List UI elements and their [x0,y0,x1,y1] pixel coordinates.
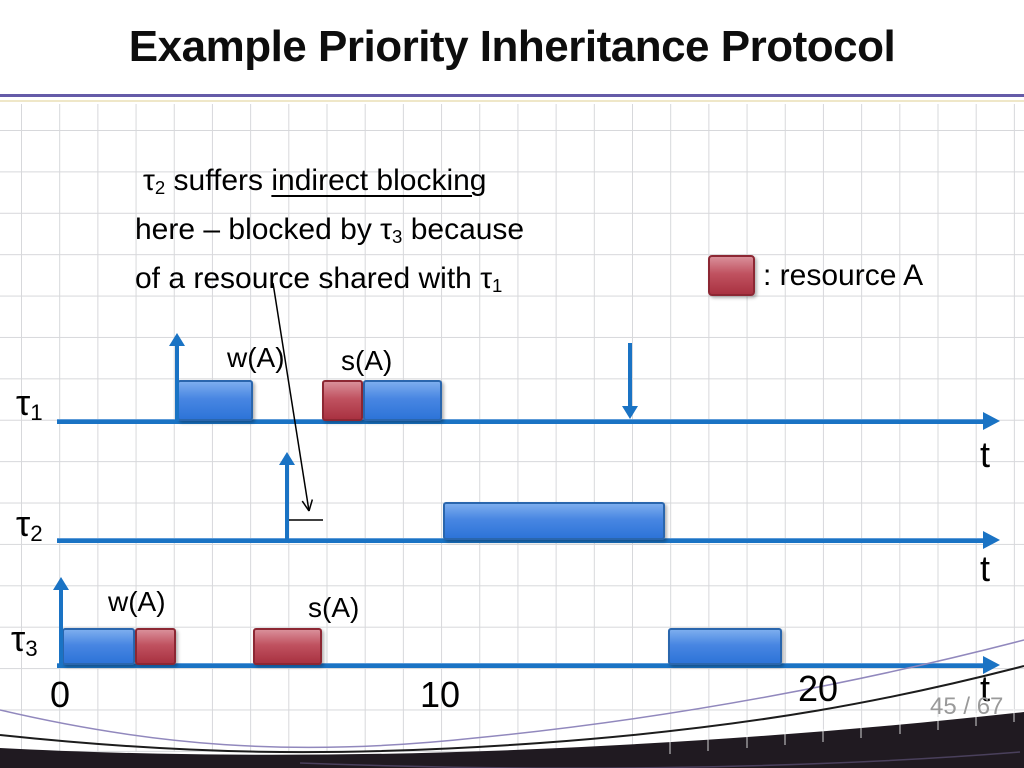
time-tick-label: 20 [798,668,839,709]
execution-box [177,380,253,421]
time-tick-label: 0 [50,674,71,715]
resource-op-label: s(A) [308,592,360,623]
slide-title: Example Priority Inheritance Protocol [128,22,896,71]
resource-op-label: s(A) [341,345,393,376]
axis-arrowhead-icon [983,412,1000,430]
timeline-axis [57,663,983,668]
task-label: τ2 [16,503,43,546]
resource-box [253,628,322,665]
resource-op-label: w(A) [227,342,285,373]
annotation-line-1: τ2 suffers indirect blocking [143,164,487,199]
execution-box [443,502,665,540]
axis-label-t: t [980,434,991,475]
indirect-blocking-underlined: indirect blocking [271,164,487,197]
execution-box [62,628,135,665]
page-number: 45 / 67 [930,693,1004,720]
resource-a-swatch-icon [708,255,755,296]
tau3-symbol: τ [380,213,393,247]
annotation-text: τ2 suffers indirect blocking here – bloc… [135,160,524,307]
title-divider-cream [0,100,1024,102]
resource-op-label: w(A) [108,586,166,617]
completion-arrow-icon [622,406,638,419]
resource-box [135,628,176,665]
tau3-subscript: 3 [392,226,403,248]
swoosh-dark-wedge [0,712,1024,768]
execution-box [363,380,442,421]
release-arrow-shaft [59,589,63,665]
time-tick-label: 10 [420,674,461,715]
completion-arrow-shaft [628,343,632,407]
tau1-symbol: τ [480,262,493,296]
swoosh-black-curve [0,665,1024,754]
resource-box [322,380,363,421]
legend-label: : resource A [763,259,924,292]
tau2-subscript: 2 [154,177,166,199]
swoosh-inner-arc [299,751,1021,768]
task-label: τ3 [11,618,38,661]
execution-box [668,628,782,665]
task-label: τ1 [16,382,43,425]
tau2-symbol: τ [143,164,155,197]
axis-label-t: t [980,548,991,589]
release-arrow-shaft [285,464,289,540]
annotation-line-2: here – blocked by τ3 because [135,213,525,248]
title-divider-purple [0,94,1024,97]
release-arrow-shaft [175,345,179,421]
axis-arrowhead-icon [983,531,1000,549]
annotation-line-3: of a resource shared with τ1 [135,262,503,297]
tau1-subscript: 1 [492,275,503,297]
